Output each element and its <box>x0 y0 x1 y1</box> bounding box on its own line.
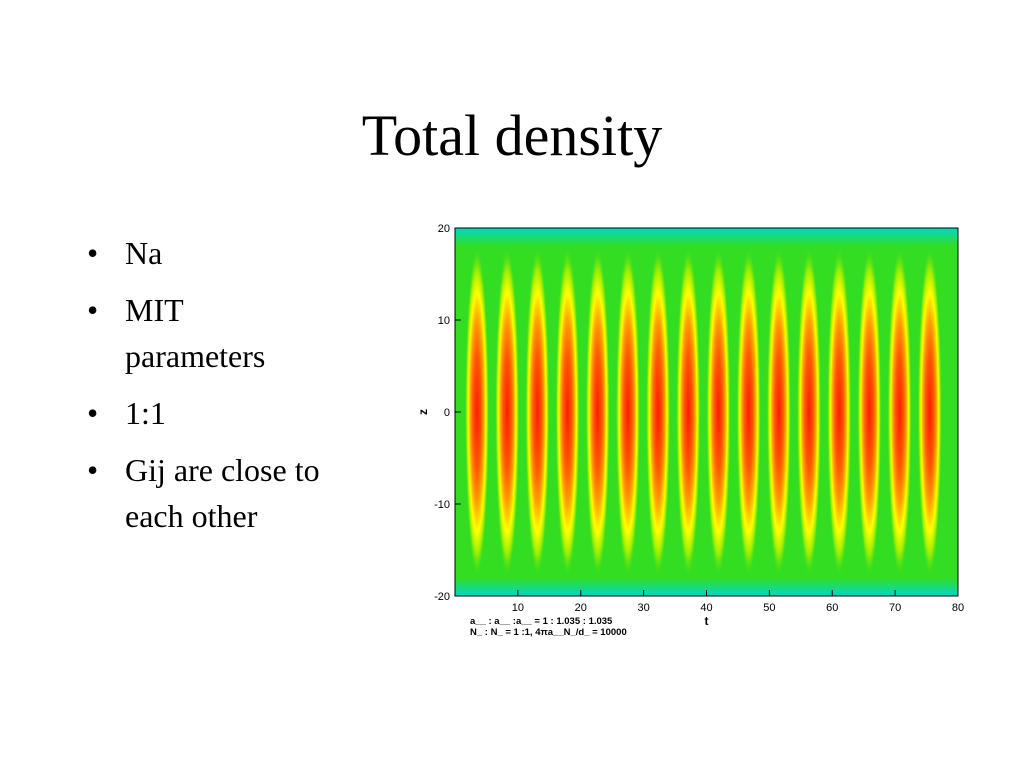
x-tick-label: 10 <box>512 602 524 614</box>
density-peak-4 <box>555 246 580 578</box>
x-tick-label: 80 <box>952 602 964 614</box>
caption-line-2: N_ : N_ = 1 :1, 4πa__N_/d_ = 10000 <box>470 627 627 638</box>
density-peak-16 <box>917 246 942 578</box>
bullet-text: Na <box>125 235 163 271</box>
plot-area <box>455 228 958 596</box>
bullet-dot: • <box>87 292 99 328</box>
x-tick-label: 60 <box>826 602 838 614</box>
x-tick-label: 30 <box>638 602 650 614</box>
density-peak-8 <box>676 246 701 578</box>
bullet-item-gij: • Gij are close to each other <box>85 447 385 539</box>
x-tick-label: 70 <box>889 602 901 614</box>
density-peak-7 <box>645 246 671 578</box>
density-peak-6 <box>615 246 641 578</box>
bullet-text-continued: parameters <box>125 338 266 374</box>
density-peak-10 <box>736 246 761 578</box>
bullet-dot: • <box>87 235 99 271</box>
bullet-item-ratio: • 1:1 <box>85 390 385 436</box>
density-peak-9 <box>706 246 731 578</box>
density-peak-5 <box>585 246 610 578</box>
bullet-item-mit-parameters: • MIT parameters <box>85 287 385 379</box>
y-tick-label: -20 <box>434 591 450 603</box>
bullet-text: MIT <box>125 292 184 328</box>
density-figure: 10 20 30 40 50 60 70 80 20 10 0 -10 -20 t z a__ : a_… <box>405 215 985 645</box>
y-tick-label: 20 <box>438 223 450 235</box>
density-peak-2 <box>495 246 520 578</box>
bullet-dot: • <box>87 452 99 488</box>
caption-line-1: a__ : a__ :a__ = 1 : 1.035 : 1.035 <box>470 616 613 627</box>
heatmap-field <box>455 228 958 596</box>
x-axis-label: t <box>705 614 709 628</box>
y-tick-label: 0 <box>444 407 450 419</box>
density-peak-13 <box>827 246 852 578</box>
density-peak-1 <box>464 246 490 578</box>
x-tick-label: 50 <box>763 602 775 614</box>
bullet-list: • Na • MIT parameters • 1:1 • Gij are cl… <box>85 230 385 550</box>
bullet-text: 1:1 <box>125 395 166 431</box>
density-heatmap-chart: 10 20 30 40 50 60 70 80 20 10 0 -10 -20 t z a__ : a_… <box>416 223 964 638</box>
x-tick-label: 40 <box>700 602 712 614</box>
y-tick-label: 10 <box>438 315 450 327</box>
density-peak-11 <box>766 246 791 578</box>
density-peak-3 <box>525 246 550 578</box>
bullet-text-continued: each other <box>125 498 258 534</box>
bullet-text: Gij are close to <box>125 452 320 488</box>
bullet-item-na: • Na <box>85 230 385 276</box>
y-tick-label: -10 <box>434 499 450 511</box>
bullet-dot: • <box>87 395 99 431</box>
density-peak-15 <box>887 246 912 578</box>
y-axis-label: z <box>416 409 430 415</box>
axes: 10 20 30 40 50 60 70 80 20 10 0 -10 -20 <box>434 223 964 614</box>
x-tick-label: 20 <box>575 602 587 614</box>
slide-title: Total density <box>361 103 663 168</box>
density-peak-12 <box>796 246 822 578</box>
density-peak-14 <box>857 246 882 578</box>
